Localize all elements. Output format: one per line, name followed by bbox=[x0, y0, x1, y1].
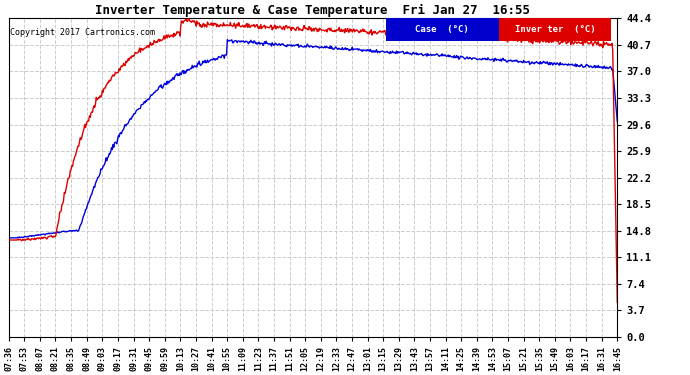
FancyBboxPatch shape bbox=[386, 18, 499, 41]
Title: Inverter Temperature & Case Temperature  Fri Jan 27  16:55: Inverter Temperature & Case Temperature … bbox=[95, 4, 531, 17]
Text: Copyright 2017 Cartronics.com: Copyright 2017 Cartronics.com bbox=[10, 28, 155, 37]
Text: Case  (°C): Case (°C) bbox=[415, 25, 469, 34]
Text: Inver ter  (°C): Inver ter (°C) bbox=[515, 25, 595, 34]
FancyBboxPatch shape bbox=[499, 18, 611, 41]
